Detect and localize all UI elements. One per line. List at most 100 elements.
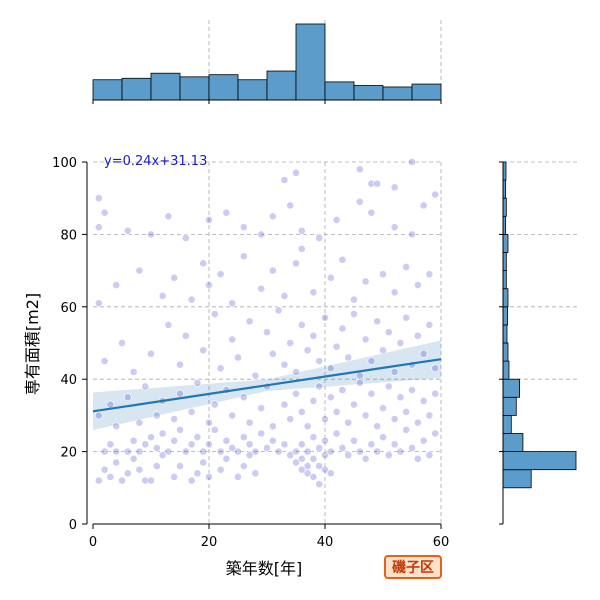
scatter-point: [379, 346, 387, 355]
scatter-point: [309, 454, 318, 463]
scatter-point: [350, 400, 358, 409]
scatter-point: [263, 328, 271, 337]
scatter-point: [181, 447, 190, 456]
scatter-point: [257, 230, 266, 239]
scatter-point: [216, 465, 225, 474]
y-hist-bar: [502, 433, 524, 453]
scatter-point: [280, 360, 289, 369]
scatter-point: [309, 397, 318, 405]
scatter-point: [147, 349, 155, 358]
scatter-point: [135, 447, 144, 456]
scatter-point: [390, 288, 399, 297]
scatter-point: [170, 273, 179, 282]
scatter-point: [123, 469, 132, 478]
scatter-point: [222, 436, 231, 445]
scatter-point: [402, 263, 411, 271]
scatter-point: [158, 451, 167, 460]
scatter-point: [158, 429, 167, 438]
scatter-point: [292, 368, 300, 376]
scatter-point: [379, 270, 387, 279]
scatter-point: [321, 465, 329, 474]
scatter-point: [251, 371, 260, 380]
scatter-point: [141, 382, 150, 391]
scatter-point: [286, 339, 295, 347]
scatter-point: [321, 436, 329, 445]
y-hist-bar: [502, 342, 509, 362]
y-hist-bar: [502, 396, 517, 416]
y-tick-label: 0: [69, 518, 77, 533]
scatter-point: [251, 447, 260, 456]
scatter-point: [338, 255, 347, 264]
scatter-point: [408, 444, 416, 452]
scatter-point: [274, 306, 283, 315]
scatter-point: [164, 320, 173, 329]
scatter-point: [373, 447, 382, 456]
labels-layer: y=0.24x+31.13 築年数[年] 専有面積[m2]: [23, 154, 302, 578]
scatter-point: [297, 440, 306, 449]
scatter-point: [413, 281, 422, 289]
scatter-point: [280, 440, 289, 449]
y-hist-bar: [502, 469, 532, 489]
scatter-point: [147, 433, 155, 442]
scatter-point: [344, 353, 353, 362]
regression-equation-label: y=0.24x+31.13: [104, 154, 207, 169]
scatter-point: [94, 476, 103, 485]
scatter-point: [106, 440, 115, 449]
x-hist-bar: [121, 77, 152, 101]
scatter-point: [361, 411, 370, 420]
scatter-point: [129, 368, 138, 376]
scatter-point: [292, 259, 300, 268]
scatter-point: [222, 454, 231, 463]
scatter-point: [170, 436, 179, 445]
scatter-point: [216, 270, 225, 279]
scatter-point: [216, 364, 225, 373]
scatter-point: [413, 331, 422, 340]
scatter-point: [100, 447, 109, 456]
scatter-point: [286, 451, 295, 460]
scatter-point: [309, 473, 318, 481]
scatter-point: [326, 447, 335, 456]
scatter-point: [234, 473, 242, 481]
x-hist-bar: [179, 76, 210, 101]
scatter-point: [239, 462, 248, 470]
scatter-point: [245, 418, 254, 427]
x-tick-label: 60: [433, 535, 450, 550]
scatter-point: [205, 418, 213, 427]
scatter-point: [338, 324, 347, 333]
scatter-point: [425, 411, 434, 420]
scatter-point: [355, 165, 364, 174]
scatter-point: [100, 465, 109, 474]
scatter-point: [303, 447, 312, 456]
y-hist-bar: [502, 233, 509, 253]
scatter-point: [303, 422, 312, 431]
scatter-point: [268, 422, 277, 431]
scatter-point: [239, 223, 248, 232]
scatter-point: [344, 451, 353, 460]
scatter-point: [158, 292, 167, 300]
scatter-point: [338, 444, 347, 452]
scatter-point: [292, 389, 300, 398]
scatter-point: [187, 476, 196, 485]
scatter-point: [257, 429, 266, 438]
scatter-point: [228, 411, 237, 420]
scatter-point: [135, 266, 144, 275]
scatter-point: [332, 216, 341, 224]
scatter-point: [402, 313, 411, 322]
scatter-point: [239, 393, 248, 402]
scatter-point: [419, 436, 428, 445]
scatter-point: [181, 331, 190, 340]
scatter-point: [205, 473, 213, 481]
scatter-point: [152, 411, 161, 420]
scatter-point: [373, 179, 382, 188]
scatter-point: [413, 454, 422, 463]
scatter-point: [332, 342, 341, 351]
scatter-point: [297, 465, 306, 474]
scatter-point: [228, 444, 237, 452]
scatter-point: [379, 404, 387, 413]
grid-layer: [93, 161, 442, 524]
scatter-point: [280, 292, 289, 300]
scatter-point: [425, 270, 434, 279]
regression-line: [92, 358, 442, 413]
y-hist-bar: [502, 360, 510, 380]
x-hist-bar: [266, 70, 297, 101]
